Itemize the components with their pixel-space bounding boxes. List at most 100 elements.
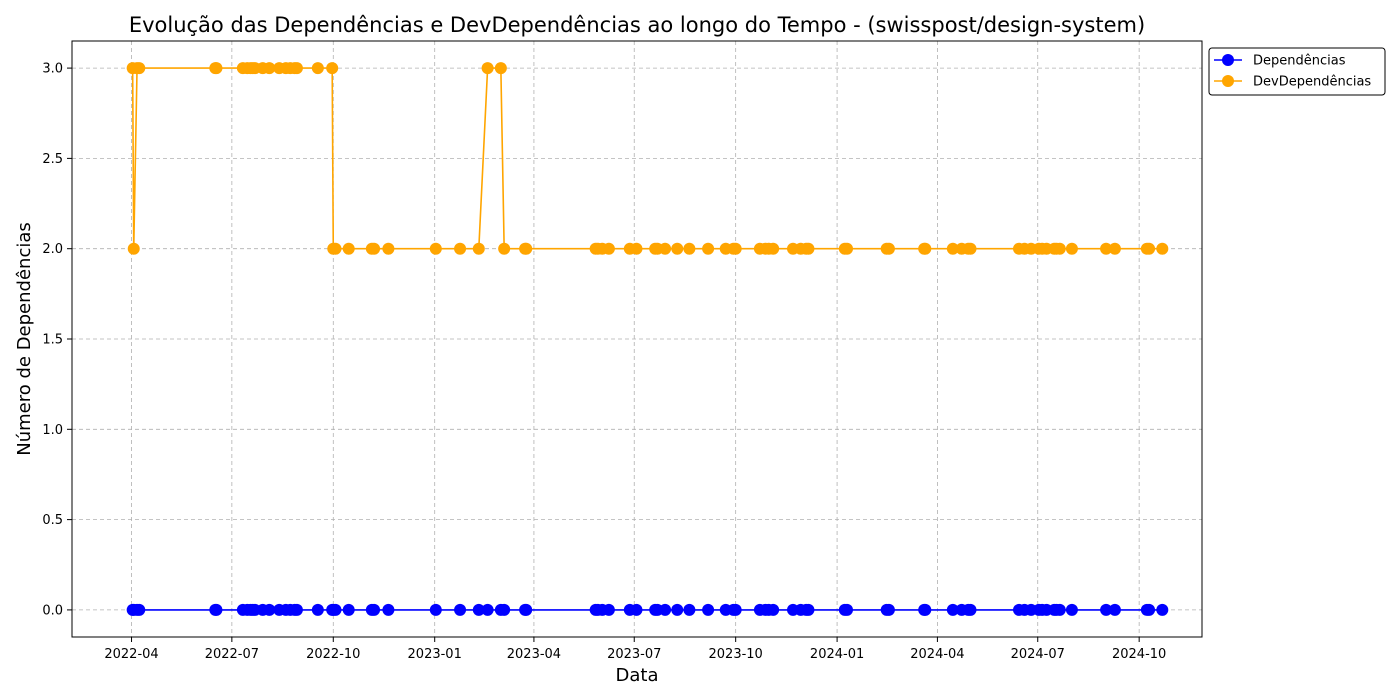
data-point (472, 603, 485, 616)
x-tick-label: 2024-01 (810, 647, 864, 662)
y-tick-label: 1.5 (42, 333, 63, 348)
data-point (429, 242, 442, 255)
y-axis-ticks: 0.0 0.5 1.0 1.5 2.0 2.5 3.0 (42, 62, 72, 618)
x-tick-label: 2024-07 (1011, 647, 1065, 662)
data-point (329, 603, 342, 616)
data-point (946, 242, 959, 255)
data-point (767, 242, 780, 255)
x-tick-label: 2023-10 (709, 647, 763, 662)
data-point (454, 242, 467, 255)
x-tick-label: 2024-10 (1112, 647, 1166, 662)
data-point (602, 603, 615, 616)
data-point (454, 603, 467, 616)
data-point (630, 603, 643, 616)
data-point (133, 603, 146, 616)
data-point (210, 62, 223, 75)
data-point (342, 603, 355, 616)
data-point (481, 603, 494, 616)
data-point (802, 603, 815, 616)
data-point (290, 62, 303, 75)
data-point (263, 62, 276, 75)
legend-marker (1222, 54, 1234, 66)
x-tick-label: 2023-07 (607, 647, 661, 662)
y-tick-label: 1.0 (42, 423, 63, 438)
data-point (802, 242, 815, 255)
data-point (841, 242, 854, 255)
data-point (919, 242, 932, 255)
data-point (659, 242, 672, 255)
data-point (520, 242, 533, 255)
y-tick-label: 2.5 (42, 152, 63, 167)
data-point (683, 242, 696, 255)
data-point (671, 242, 684, 255)
legend-label: DevDependências (1253, 75, 1371, 90)
data-point (630, 242, 643, 255)
series-devdependencias (126, 62, 1169, 255)
data-point (329, 242, 342, 255)
data-point (659, 603, 672, 616)
data-point (1065, 242, 1078, 255)
y-tick-label: 0.5 (42, 513, 63, 528)
data-point (1100, 242, 1113, 255)
legend-marker (1222, 75, 1234, 87)
data-point (311, 603, 324, 616)
legend-box (1208, 47, 1386, 96)
data-point (1156, 242, 1169, 255)
data-point (368, 603, 381, 616)
data-point (311, 62, 324, 75)
x-tick-label: 2023-01 (408, 647, 462, 662)
data-point (494, 62, 507, 75)
data-point (602, 242, 615, 255)
data-point (1156, 603, 1169, 616)
data-point (472, 242, 485, 255)
x-tick-label: 2022-04 (104, 647, 158, 662)
data-point (1143, 242, 1156, 255)
legend-entry: Dependências (1214, 54, 1346, 69)
data-point (729, 242, 742, 255)
x-tick-label: 2022-10 (306, 647, 360, 662)
data-point (133, 62, 146, 75)
y-tick-label: 3.0 (42, 62, 63, 77)
data-point (964, 242, 977, 255)
x-tick-label: 2022-07 (205, 647, 259, 662)
x-tick-label: 2024-04 (910, 647, 964, 662)
data-point (1108, 603, 1121, 616)
data-point (263, 603, 276, 616)
data-point (702, 242, 715, 255)
data-point (964, 603, 977, 616)
data-point (1065, 603, 1078, 616)
legend-label: Dependências (1253, 54, 1346, 69)
series-layer (126, 62, 1169, 616)
data-point (368, 242, 381, 255)
data-point (326, 62, 339, 75)
chart-title: Evolução das Dependências e DevDependênc… (129, 13, 1145, 37)
series-dependencias (126, 603, 1169, 616)
y-tick-label: 0.0 (42, 603, 63, 618)
data-point (520, 603, 533, 616)
x-tick-label: 2023-04 (507, 647, 561, 662)
data-point (702, 603, 715, 616)
data-point (1053, 603, 1066, 616)
grid-lines (72, 41, 1202, 637)
data-point (1053, 242, 1066, 255)
data-point (919, 603, 932, 616)
data-point (882, 242, 895, 255)
legend-entry: DevDependências (1214, 75, 1371, 90)
data-point (498, 603, 511, 616)
data-point (946, 603, 959, 616)
y-tick-label: 2.0 (42, 242, 63, 257)
y-axis-label: Número de Dependências (14, 222, 35, 456)
data-point (1108, 242, 1121, 255)
data-point (210, 603, 223, 616)
data-point (729, 603, 742, 616)
legend: Dependências DevDependências (1208, 47, 1386, 96)
data-point (683, 603, 696, 616)
data-point (1143, 603, 1156, 616)
x-axis-ticks: 2022-04 2022-07 2022-10 2023-01 2023-04 2023-… (104, 637, 1166, 662)
data-point (481, 62, 494, 75)
data-point (882, 603, 895, 616)
data-point (429, 603, 442, 616)
data-point (498, 242, 511, 255)
data-point (841, 603, 854, 616)
